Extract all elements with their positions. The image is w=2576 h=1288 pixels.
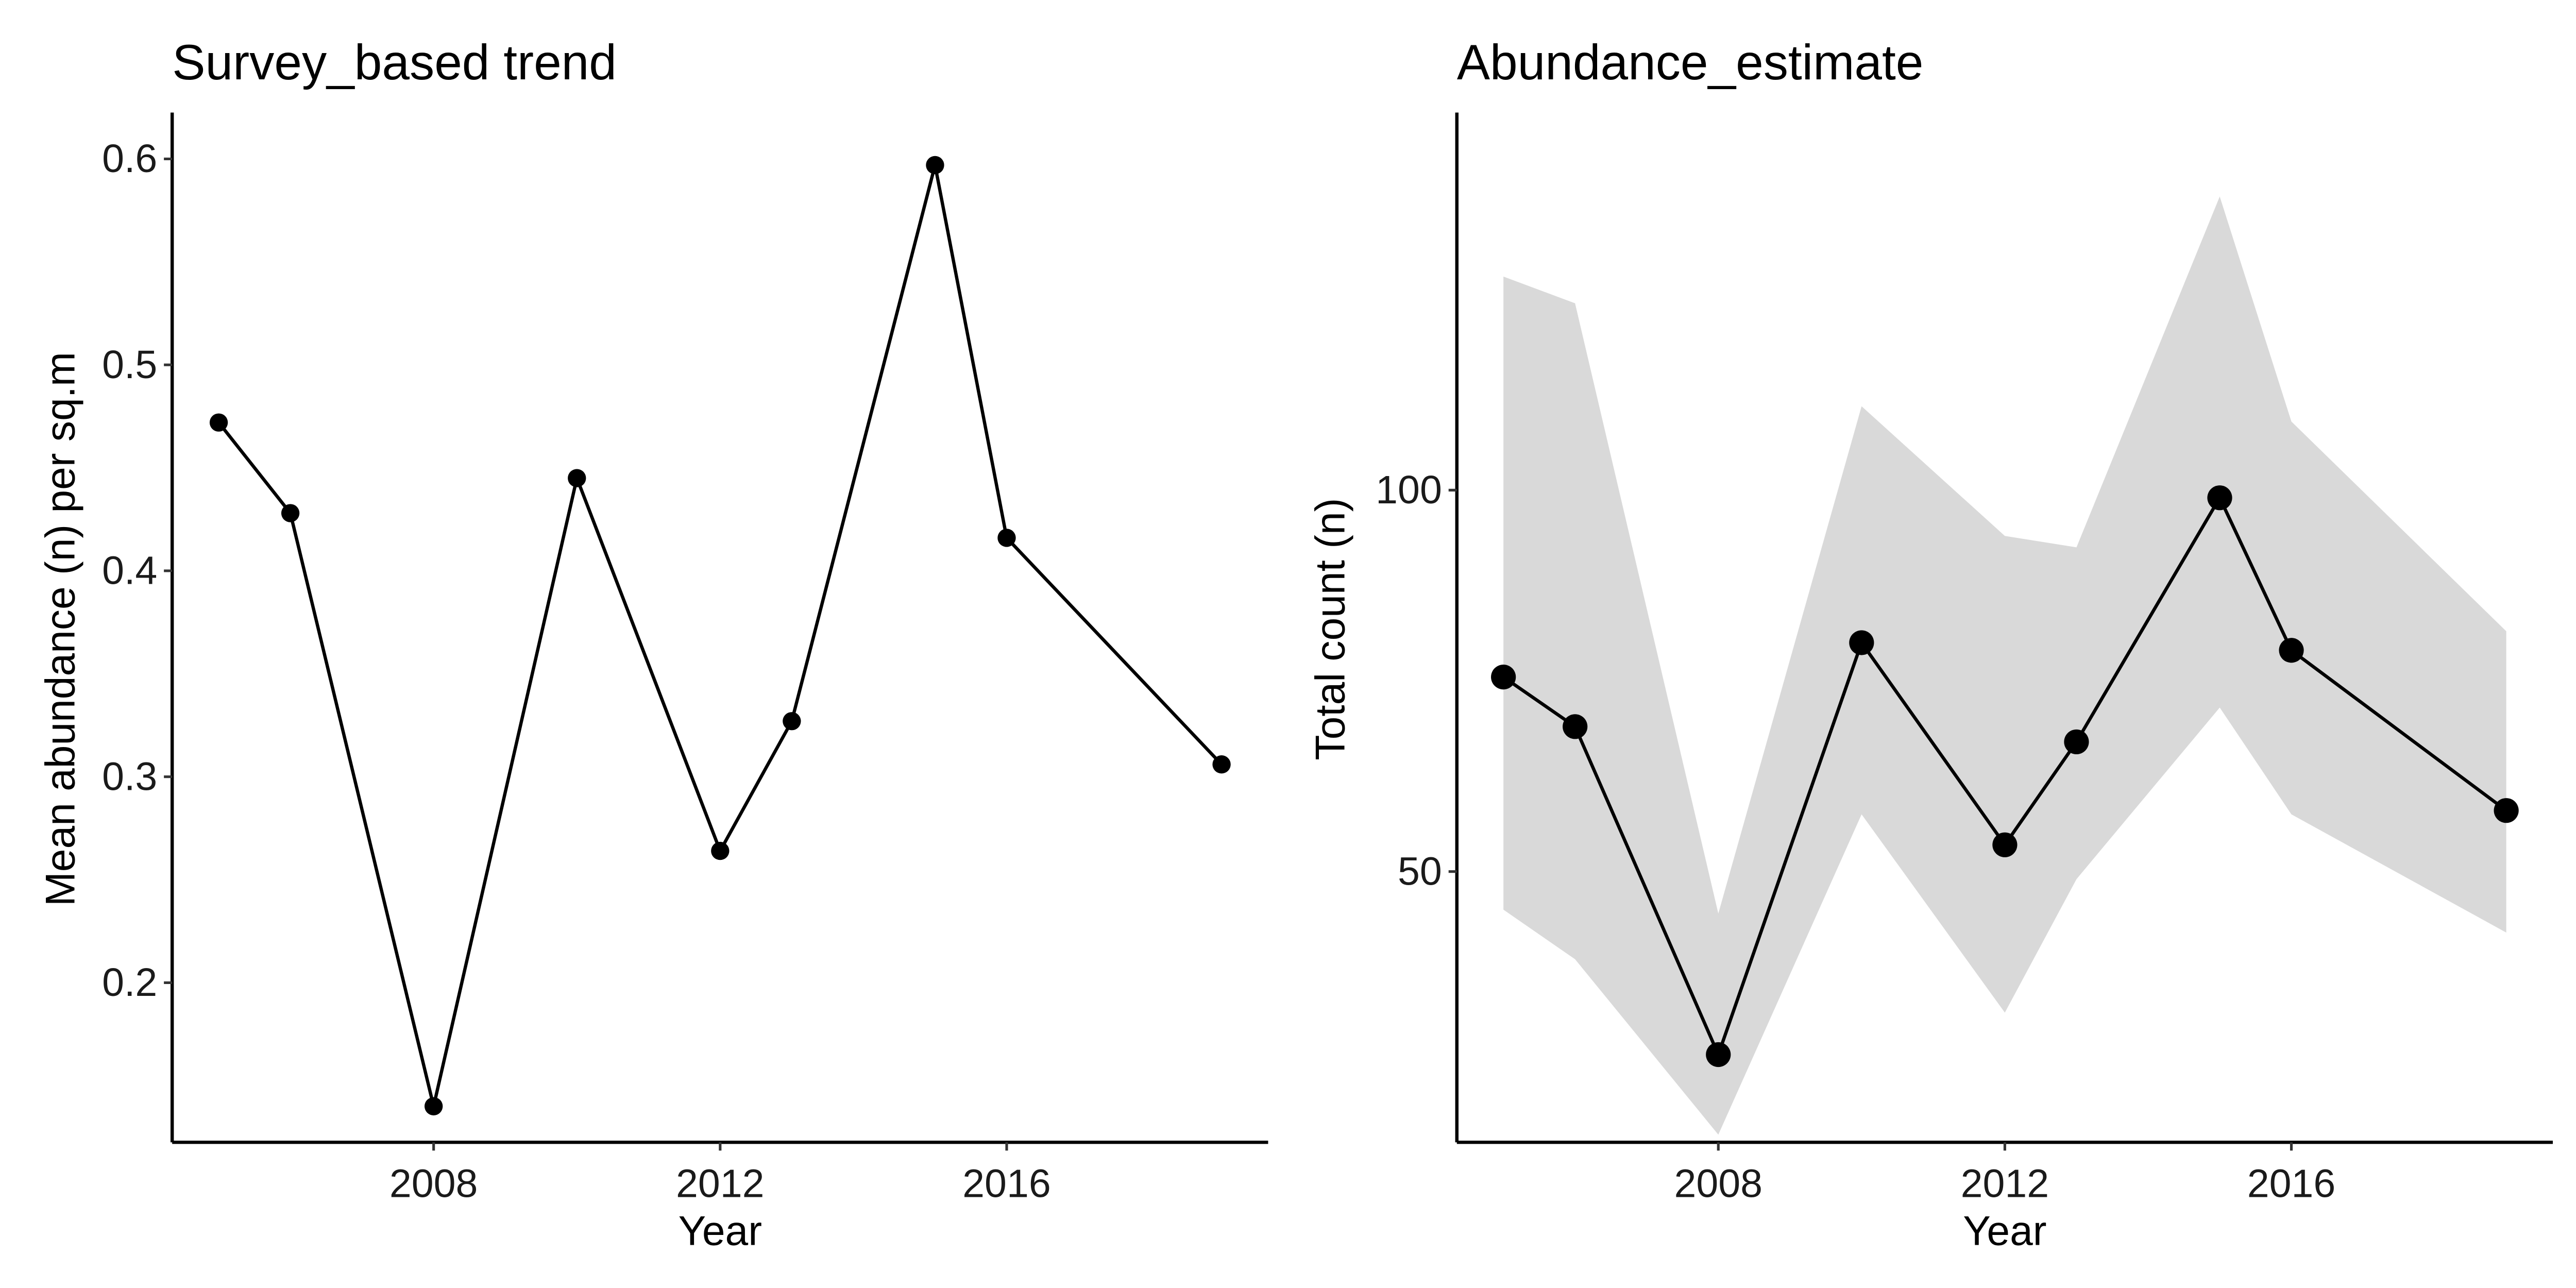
right-chart-data-point [1849, 630, 1874, 655]
left-chart-data-point [711, 841, 730, 860]
left-chart-y-tick-label: 0.3 [102, 754, 157, 799]
right-chart-y-tick-label: 100 [1376, 468, 1442, 512]
right-chart-y-tick-label: 50 [1398, 849, 1442, 893]
right-chart-confidence-ribbon [1503, 196, 2506, 1135]
left-chart-title: Survey_based trend [172, 35, 617, 90]
right-chart-x-tick-label: 2008 [1674, 1161, 1762, 1206]
left-chart-data-point [926, 156, 944, 175]
left-chart-x-tick-label: 2012 [676, 1161, 765, 1206]
right-chart-data-point [1491, 665, 1516, 690]
left-chart-y-tick-label: 0.6 [102, 137, 157, 181]
left-chart-y-tick-label: 0.5 [102, 343, 157, 387]
left-chart-series-line [217, 164, 1223, 1107]
left-chart-x-tick-label: 2008 [389, 1161, 478, 1206]
left-chart-data-point [1212, 755, 1231, 774]
right-chart-y-axis-label: Total count (n) [1307, 498, 1353, 760]
left-chart-data-point [568, 469, 586, 487]
right-chart-data-point [1563, 714, 1588, 739]
right-chart-x-tick-label: 2016 [2247, 1161, 2336, 1206]
right-chart-x-axis-label: Year [1963, 1208, 2046, 1254]
right-chart-data-point [2064, 729, 2089, 755]
right-chart-title: Abundance_estimate [1457, 35, 1924, 90]
left-chart-y-axis-label: Mean abundance (n) per sq.m [38, 352, 84, 906]
left-chart-x-axis-label: Year [679, 1208, 762, 1254]
right-chart-data-point [2279, 638, 2304, 663]
right-chart-data-point [2494, 798, 2519, 823]
right-chart-data-point [1992, 832, 2018, 857]
left-chart-data-point [209, 413, 228, 432]
left-chart-data-point [783, 712, 801, 731]
left-chart-panel: Survey_based trend 2008 2012 2016 0.2 0.3 0.… [38, 35, 1268, 1254]
right-chart-panel: Abundance_estimate 2008 2012 2016 50 100 Ye… [1307, 35, 2553, 1254]
left-chart-x-tick-label: 2016 [962, 1161, 1051, 1206]
right-chart-data-point [1706, 1042, 1731, 1067]
left-chart-data-point [997, 529, 1016, 547]
right-chart-data-point [2207, 485, 2232, 511]
left-chart-data-point [281, 504, 300, 522]
left-chart-y-tick-label: 0.2 [102, 960, 157, 1005]
right-chart-x-tick-label: 2012 [1961, 1161, 2049, 1206]
left-chart-y-tick-label: 0.4 [102, 549, 157, 593]
left-chart-data-point [424, 1097, 443, 1115]
